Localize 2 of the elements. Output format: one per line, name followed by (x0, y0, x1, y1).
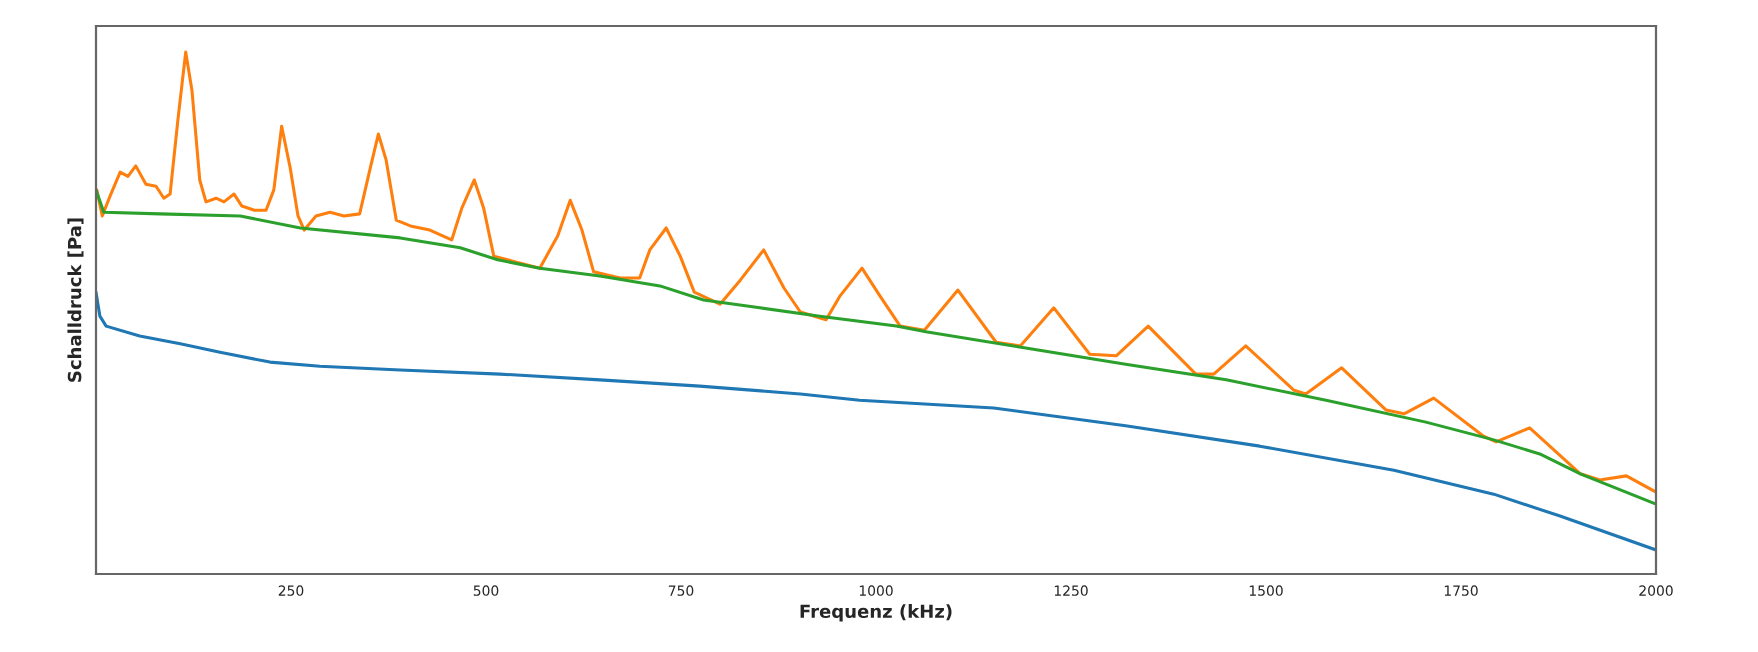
x-axis-title: Frequenz (kHz) (800, 604, 952, 622)
y-axis-title: Schalldruck [Pa] (67, 218, 84, 382)
